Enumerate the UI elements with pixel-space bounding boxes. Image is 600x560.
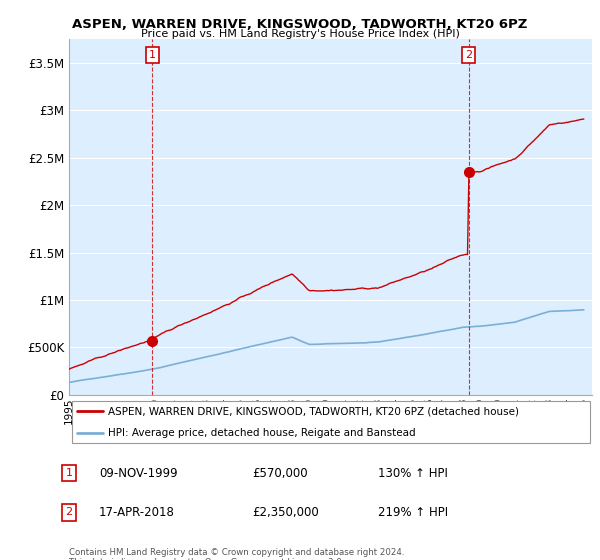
Text: £570,000: £570,000 (252, 466, 308, 480)
Text: Price paid vs. HM Land Registry's House Price Index (HPI): Price paid vs. HM Land Registry's House … (140, 29, 460, 39)
Text: ASPEN, WARREN DRIVE, KINGSWOOD, TADWORTH, KT20 6PZ: ASPEN, WARREN DRIVE, KINGSWOOD, TADWORTH… (73, 18, 527, 31)
Text: 1: 1 (149, 50, 156, 60)
Text: 1: 1 (65, 468, 73, 478)
Text: Contains HM Land Registry data © Crown copyright and database right 2024.
This d: Contains HM Land Registry data © Crown c… (69, 548, 404, 560)
Text: 17-APR-2018: 17-APR-2018 (99, 506, 175, 519)
Text: £2,350,000: £2,350,000 (252, 506, 319, 519)
Text: 219% ↑ HPI: 219% ↑ HPI (378, 506, 448, 519)
FancyBboxPatch shape (71, 401, 590, 444)
Text: 09-NOV-1999: 09-NOV-1999 (99, 466, 178, 480)
Text: ASPEN, WARREN DRIVE, KINGSWOOD, TADWORTH, KT20 6PZ (detached house): ASPEN, WARREN DRIVE, KINGSWOOD, TADWORTH… (108, 406, 519, 416)
Text: HPI: Average price, detached house, Reigate and Banstead: HPI: Average price, detached house, Reig… (108, 428, 416, 438)
Text: 2: 2 (65, 507, 73, 517)
Text: 130% ↑ HPI: 130% ↑ HPI (378, 466, 448, 480)
Text: 2: 2 (465, 50, 472, 60)
